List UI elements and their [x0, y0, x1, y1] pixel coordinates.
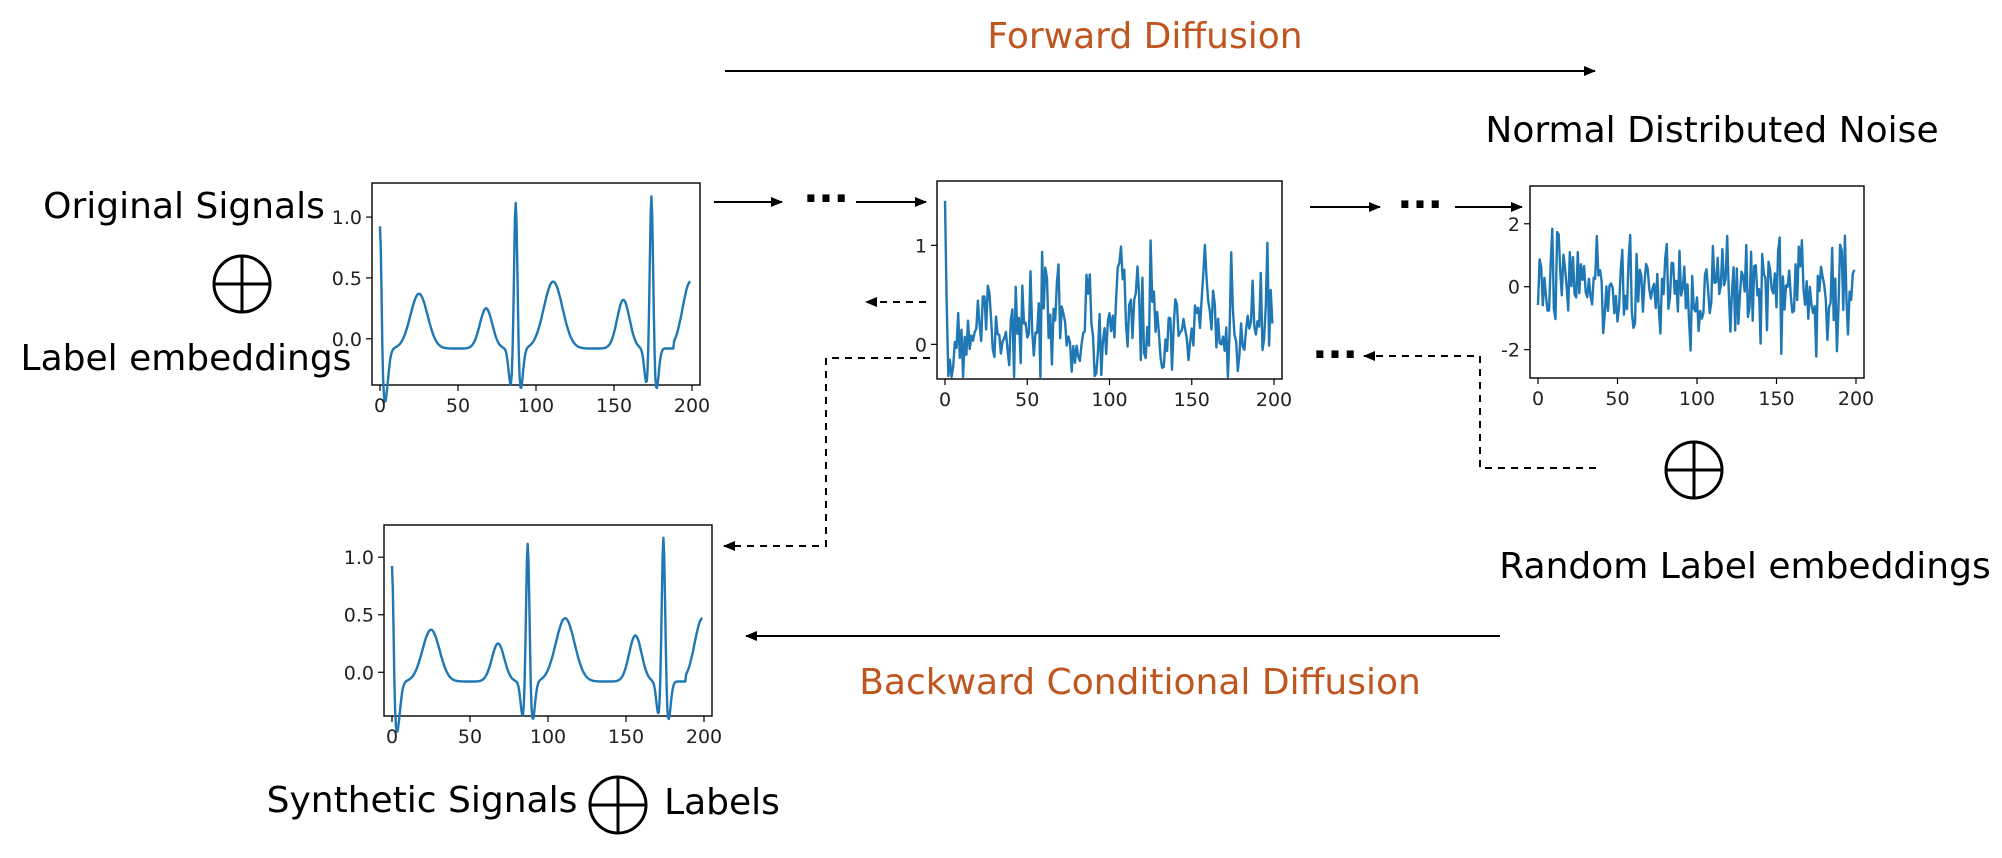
random-label-embeddings-label: Random Label embeddings — [1499, 546, 1990, 587]
ellipsis: ··· — [1312, 332, 1358, 378]
signal-line — [390, 536, 703, 733]
circled-plus-icon — [212, 254, 272, 314]
x-tick-label: 0 — [386, 726, 398, 748]
x-tick-label: 150 — [1174, 389, 1210, 411]
plot-frame — [383, 524, 713, 717]
ellipsis: ··· — [803, 176, 849, 222]
plot-frame — [371, 182, 701, 386]
x-tick-label: 0 — [939, 389, 951, 411]
ellipsis: ··· — [1397, 182, 1443, 228]
signal-line — [1536, 227, 1856, 358]
x-tick-label: 0 — [374, 395, 386, 417]
original-signals-label: Original Signals — [43, 186, 325, 227]
label-embeddings-label: Label embeddings — [21, 338, 352, 379]
x-tick-label: 150 — [608, 726, 644, 748]
circled-plus-icon — [588, 775, 648, 835]
y-tick-label: 2 — [1508, 214, 1520, 236]
x-tick-label: 100 — [530, 726, 566, 748]
y-tick-label: 0.0 — [344, 662, 374, 684]
forward-diffusion-label: Forward Diffusion — [987, 16, 1302, 57]
labels-label: Labels — [664, 782, 780, 823]
y-tick-label: 0.0 — [332, 329, 362, 351]
original-signal-chart: 0 50 100 150 200 0.0 0.5 1.0 — [332, 182, 710, 417]
x-tick-label: 200 — [674, 395, 710, 417]
x-tick-label: 150 — [1758, 388, 1794, 410]
x-tick-label: 0 — [1532, 388, 1544, 410]
synthetic-signal-chart: 0 50 100 150 200 0.0 0.5 1.0 — [344, 524, 722, 748]
x-tick-label: 100 — [1091, 389, 1127, 411]
noise-label: Normal Distributed Noise — [1485, 110, 1938, 151]
x-tick-label: 100 — [518, 395, 554, 417]
y-tick-label: 1.0 — [344, 547, 374, 569]
synthetic-signals-label: Synthetic Signals — [267, 780, 578, 821]
x-tick-label: 200 — [686, 726, 722, 748]
intermediate-noisy-signal-chart: 0 50 100 150 200 0 1 — [915, 180, 1292, 411]
x-tick-label: 150 — [596, 395, 632, 417]
y-tick-label: 0.5 — [332, 268, 362, 290]
signal-line — [943, 200, 1274, 379]
y-tick-label: 0 — [1508, 277, 1520, 299]
dashed-arrow-icon — [723, 357, 930, 551]
x-tick-label: 50 — [1605, 388, 1629, 410]
x-tick-label: 50 — [458, 726, 482, 748]
x-tick-label: 200 — [1838, 388, 1874, 410]
circled-plus-icon — [1664, 440, 1724, 500]
y-tick-label: -2 — [1501, 340, 1520, 362]
y-tick-label: 1 — [915, 235, 927, 257]
backward-diffusion-label: Backward Conditional Diffusion — [859, 662, 1421, 703]
signal-line — [378, 195, 691, 403]
noise-signal-chart: 0 50 100 150 200 -2 0 2 — [1501, 185, 1874, 410]
x-tick-label: 100 — [1679, 388, 1715, 410]
x-tick-label: 200 — [1256, 389, 1292, 411]
y-tick-label: 1.0 — [332, 207, 362, 229]
y-tick-label: 0.5 — [344, 605, 374, 627]
x-tick-label: 50 — [446, 395, 470, 417]
dashed-arrow-icon — [1363, 351, 1596, 469]
y-tick-label: 0 — [915, 334, 927, 356]
x-tick-label: 50 — [1015, 389, 1039, 411]
